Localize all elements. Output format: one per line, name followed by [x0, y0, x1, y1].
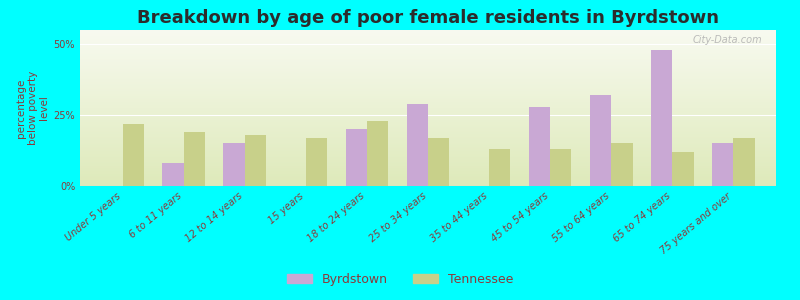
Bar: [184, 132, 205, 186]
Bar: [550, 149, 571, 186]
Bar: [162, 163, 184, 186]
Bar: [406, 104, 428, 186]
Bar: [428, 138, 450, 186]
Bar: [611, 143, 633, 186]
Text: City-Data.com: City-Data.com: [693, 35, 762, 45]
Bar: [245, 135, 266, 186]
Bar: [306, 138, 327, 186]
Bar: [122, 124, 144, 186]
Bar: [712, 143, 734, 186]
Bar: [223, 143, 245, 186]
Bar: [346, 129, 367, 186]
Bar: [529, 106, 550, 186]
Bar: [590, 95, 611, 186]
Bar: [367, 121, 388, 186]
Title: Breakdown by age of poor female residents in Byrdstown: Breakdown by age of poor female resident…: [137, 9, 719, 27]
Bar: [734, 138, 754, 186]
Y-axis label: percentage
below poverty
level: percentage below poverty level: [16, 71, 50, 145]
Bar: [672, 152, 694, 186]
Legend: Byrdstown, Tennessee: Byrdstown, Tennessee: [282, 268, 518, 291]
Bar: [651, 50, 672, 186]
Bar: [489, 149, 510, 186]
